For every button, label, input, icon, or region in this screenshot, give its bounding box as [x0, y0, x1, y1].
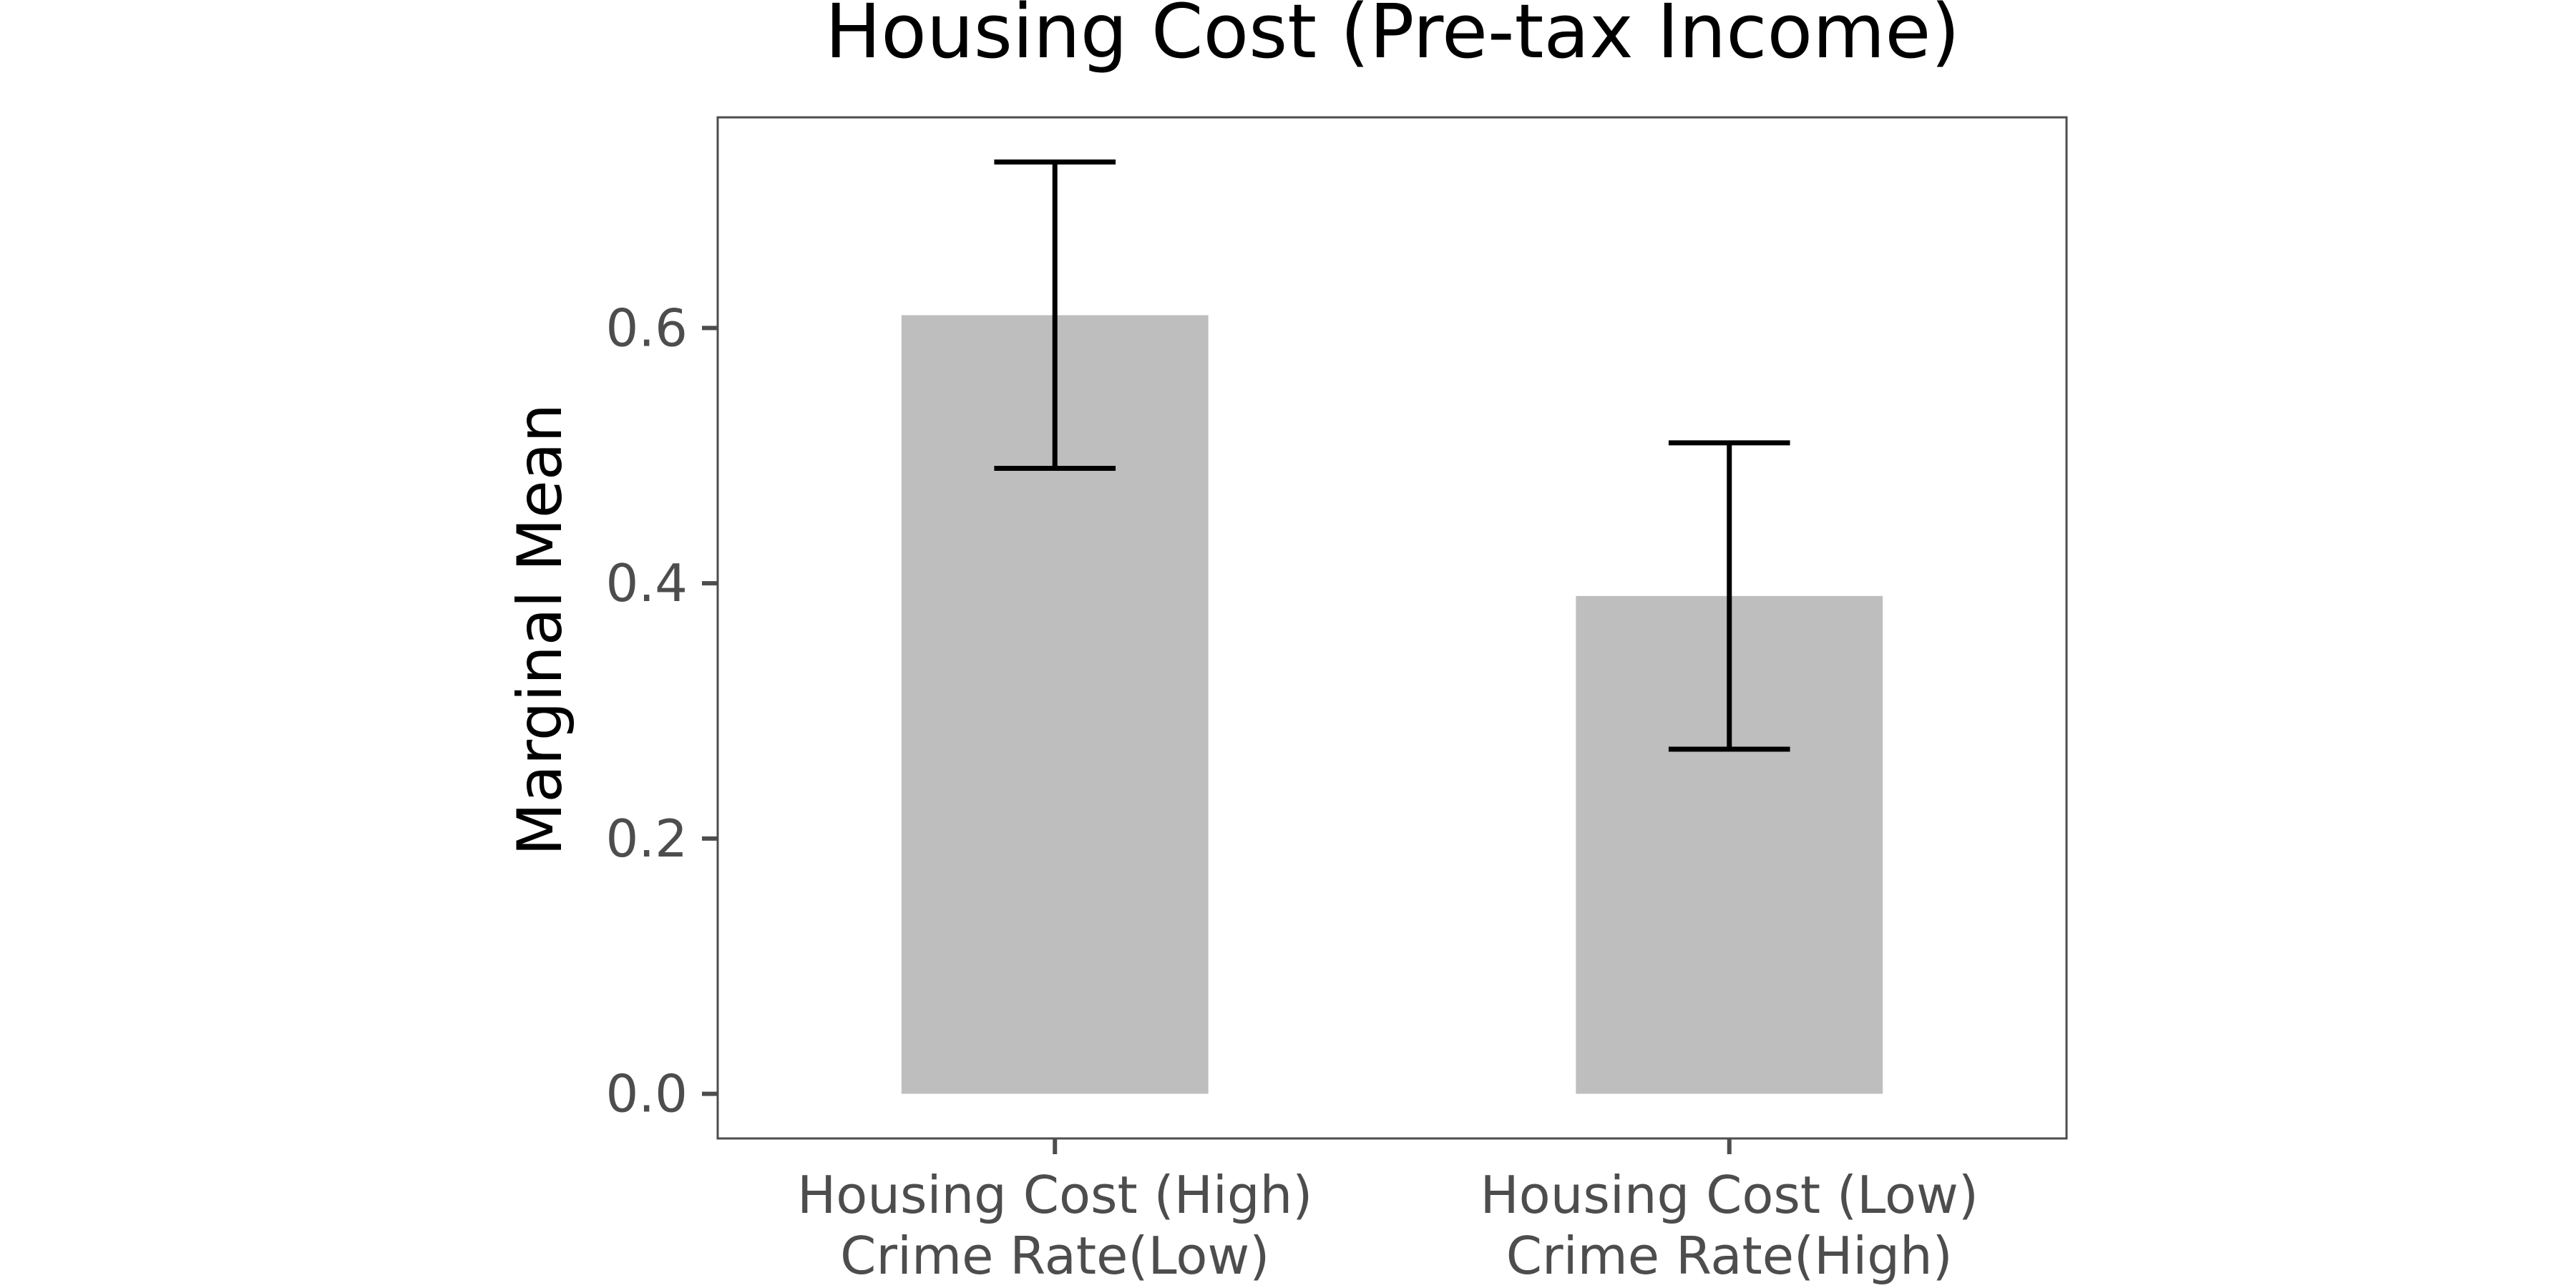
error-bars-layer	[994, 159, 1790, 752]
x-tick-label: Crime Rate(High)	[1506, 1226, 1953, 1286]
error-bar	[994, 159, 1116, 472]
bars-layer	[901, 315, 1883, 1094]
plot-panel-border	[716, 116, 2068, 1140]
y-tick-label: 0.4	[605, 553, 688, 613]
error-bar	[1668, 440, 1790, 752]
y-tick-label: 0.0	[605, 1064, 688, 1124]
x-axis: Housing Cost (High)Crime Rate(Low) Housin…	[797, 1138, 1979, 1286]
x-tick-label: Housing Cost (High)	[797, 1165, 1312, 1225]
y-tick-label: 0.2	[605, 809, 688, 869]
y-tick-label: 0.6	[605, 298, 688, 358]
x-tick-label: Housing Cost (Low)	[1480, 1165, 1979, 1225]
x-tick-label: Crime Rate(Low)	[840, 1226, 1269, 1286]
y-axis-title: Marginal Mean	[504, 404, 576, 856]
chart-title: Housing Cost (Pre-tax Income)	[825, 0, 1960, 75]
y-axis: 0.0 0.2 0.4 0.6	[605, 298, 718, 1124]
